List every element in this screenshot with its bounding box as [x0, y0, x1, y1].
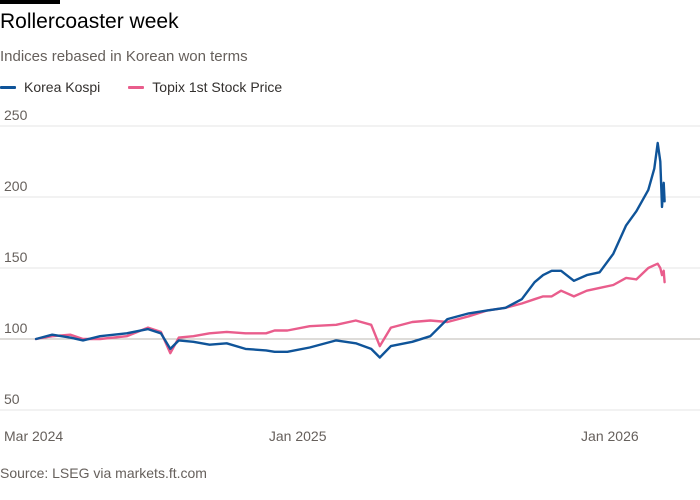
grid-layer: [0, 125, 700, 411]
top-rule: [0, 0, 60, 4]
y-tick-label-150: 150: [4, 249, 28, 265]
chart-subtitle: Indices rebased in Korean won terms: [0, 48, 248, 65]
legend-swatch-kospi: [0, 85, 16, 89]
label-layer: 50 100 150 200 250 Mar 2024 Jan 2025 Jan 2026: [4, 107, 639, 444]
series-line-kospi: [34, 141, 666, 359]
source-note: Source: LSEG via markets.ft.com: [0, 465, 207, 481]
legend: Korea Kospi Topix 1st Stock Price: [0, 79, 282, 95]
y-tick-label-50: 50: [4, 391, 20, 407]
legend-swatch-topix: [128, 85, 145, 89]
legend-item-topix: Topix 1st Stock Price: [128, 79, 282, 95]
chart-title: Rollercoaster week: [0, 10, 179, 33]
x-tick-label-0: Mar 2024: [4, 428, 63, 444]
x-tick-label-1: Jan 2025: [269, 428, 327, 444]
y-tick-label-250: 250: [4, 107, 28, 123]
legend-label-topix: Topix 1st Stock Price: [152, 79, 283, 95]
y-tick-label-200: 200: [4, 178, 28, 194]
x-tick-label-2: Jan 2026: [581, 428, 639, 444]
y-tick-label-100: 100: [4, 320, 28, 336]
series-layer: [34, 141, 666, 359]
legend-label-kospi: Korea Kospi: [24, 79, 101, 95]
series-line-topix: [34, 262, 666, 355]
legend-item-kospi: Korea Kospi: [0, 79, 100, 95]
